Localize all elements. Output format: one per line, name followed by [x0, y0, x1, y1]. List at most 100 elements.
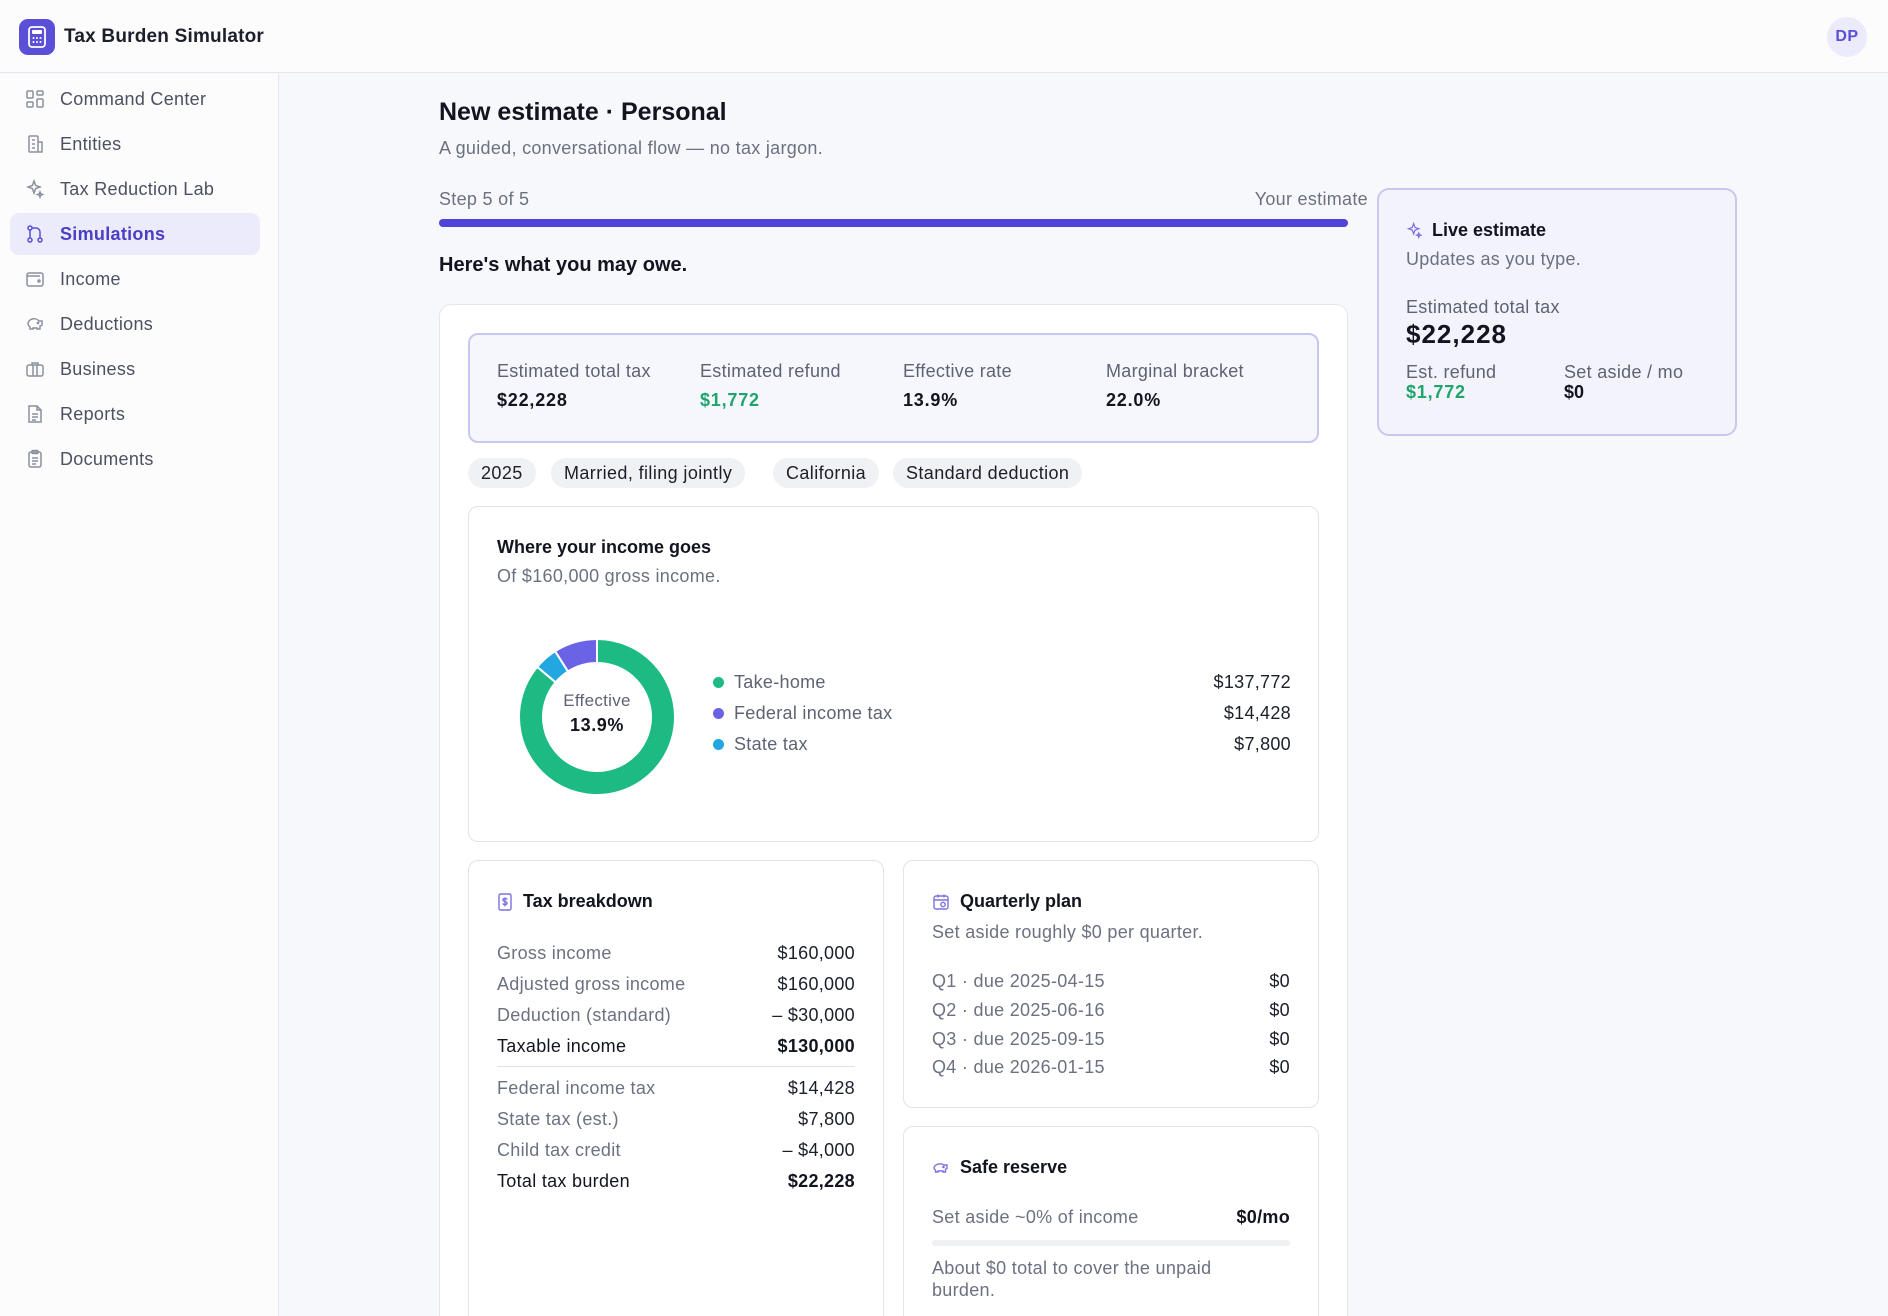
live-title-text: Live estimate [1432, 220, 1547, 240]
reserve-note: About $0 total to cover the unpaid burde… [932, 1258, 1212, 1300]
live-estimate-card: Live estimate Updates as you type. Estim… [1377, 188, 1737, 436]
row-label: Gross income [497, 943, 612, 963]
top-bar: Tax Burden Simulator DP [0, 0, 1888, 73]
sidebar-item-command-center[interactable]: Command Center [10, 78, 260, 120]
breakdown-row-subtotal: Taxable income $130,000 [497, 1036, 855, 1060]
app-title: Tax Burden Simulator [64, 26, 265, 47]
breakdown-row: Gross income $160,000 [497, 943, 855, 967]
legend-value: $137,772 [1213, 671, 1291, 692]
row-label: Federal income tax [497, 1078, 656, 1098]
row-value: – $4,000 [782, 1140, 855, 1160]
piggy-bank-icon [932, 1160, 950, 1176]
chip-filing-status: Married, filing jointly [551, 458, 746, 488]
sidebar-item-business[interactable]: Business [10, 348, 260, 390]
card-title-text: Tax breakdown [523, 891, 653, 911]
row-label: Taxable income [497, 1036, 627, 1056]
reserve-bar [932, 1240, 1290, 1246]
income-distribution-card: Where your income goes Of $160,000 gross… [468, 506, 1319, 842]
legend-value: $14,428 [1223, 702, 1291, 723]
card-title: Tax breakdown [497, 891, 653, 912]
calendar-icon [932, 893, 950, 911]
card-title: Safe reserve [932, 1157, 1067, 1178]
sparkle-icon [24, 178, 46, 200]
row-label: Deduction (standard) [497, 1005, 672, 1025]
sidebar-item-label: Business [60, 358, 136, 379]
row-value: $14,428 [787, 1078, 855, 1098]
legend-name: Take-home [734, 671, 826, 692]
legend-item-state-tax: State tax $7,800 [713, 732, 1291, 756]
metric-effective-rate: Effective rate 13.9% [903, 361, 1012, 411]
row-value: $0 [1269, 1000, 1290, 1020]
chip-state: California [773, 458, 880, 488]
live-refund-label: Est. refund [1406, 362, 1497, 382]
sidebar-item-label: Entities [60, 133, 122, 154]
live-subtitle: Updates as you type. [1406, 249, 1582, 269]
page-title: New estimate · Personal [439, 98, 727, 126]
sidebar-item-label: Reports [60, 403, 126, 424]
breakdown-row: Federal income tax $14,428 [497, 1078, 855, 1102]
sidebar-item-label: Simulations [60, 223, 166, 244]
live-total-label: Estimated total tax [1406, 297, 1560, 317]
live-total-value: $22,228 [1406, 319, 1507, 349]
user-avatar[interactable]: DP [1827, 17, 1867, 57]
row-label: Q1 · due 2025-04-15 [932, 971, 1105, 991]
metric-label: Estimated total tax [497, 361, 651, 381]
metric-value: $1,772 [700, 390, 760, 410]
row-value: $0 [1269, 1057, 1290, 1077]
live-aside-value: $0 [1564, 382, 1585, 402]
sidebar-item-deductions[interactable]: Deductions [10, 303, 260, 345]
legend-item-federal-tax: Federal income tax $14,428 [713, 701, 1291, 725]
legend-name: State tax [734, 733, 808, 754]
breakdown-row: Adjusted gross income $160,000 [497, 974, 855, 998]
row-label: Q2 · due 2025-06-16 [932, 1000, 1105, 1020]
reserve-row: Set aside ~0% of income $0/mo [932, 1207, 1290, 1231]
sidebar-item-entities[interactable]: Entities [10, 123, 260, 165]
page-subtitle: A guided, conversational flow — no tax j… [439, 138, 824, 158]
row-label: Set aside ~0% of income [932, 1207, 1139, 1227]
live-refund-value: $1,772 [1406, 382, 1466, 402]
legend-dot [713, 707, 724, 719]
calculator-icon[interactable] [19, 19, 55, 55]
sidebar: Command Center Entities Tax Reduction La… [0, 74, 279, 1316]
card-title-text: Quarterly plan [960, 891, 1083, 911]
row-label: Total tax burden [497, 1171, 630, 1191]
progress-fill [439, 219, 1348, 227]
card-subtitle: Set aside roughly $0 per quarter. [932, 922, 1204, 942]
legend-dot [713, 676, 724, 688]
sidebar-item-income[interactable]: Income [10, 258, 260, 300]
donut-center-value: 13.9% [569, 715, 625, 735]
sidebar-item-reports[interactable]: Reports [10, 393, 260, 435]
sidebar-item-label: Command Center [60, 88, 207, 109]
row-label: Q3 · due 2025-09-15 [932, 1029, 1105, 1049]
metric-label: Effective rate [903, 361, 1012, 381]
row-value: $0 [1269, 1029, 1290, 1049]
sidebar-item-documents[interactable]: Documents [10, 438, 260, 480]
breakdown-row: Deduction (standard) – $30,000 [497, 1005, 855, 1029]
legend-item-take-home: Take-home $137,772 [713, 670, 1291, 694]
tax-breakdown-card: Tax breakdown Gross income $160,000 Adjus… [468, 860, 884, 1316]
sidebar-item-tax-reduction-lab[interactable]: Tax Reduction Lab [10, 168, 260, 210]
row-value: $0 [1269, 971, 1290, 991]
metric-value: $22,228 [497, 390, 568, 410]
card-subtitle: Of $160,000 gross income. [497, 566, 721, 586]
breakdown-row-total: Total tax burden $22,228 [497, 1171, 855, 1195]
receipt-icon [497, 892, 513, 911]
donut-center-label: Effective [563, 691, 631, 710]
legend-name: Federal income tax [734, 702, 893, 723]
legend-value: $7,800 [1234, 733, 1291, 754]
sparkle-icon [1406, 222, 1423, 239]
sidebar-item-simulations[interactable]: Simulations [10, 213, 260, 255]
safe-reserve-card: Safe reserve Set aside ~0% of income $0/… [903, 1126, 1319, 1316]
row-label: State tax (est.) [497, 1109, 619, 1129]
row-value: $22,228 [787, 1171, 855, 1191]
metric-value: 22.0% [1106, 390, 1162, 410]
chip-deduction-type: Standard deduction [893, 458, 1083, 488]
row-value: – $30,000 [772, 1005, 855, 1025]
card-title: Quarterly plan [932, 891, 1082, 912]
metric-value: 13.9% [903, 390, 959, 410]
breakdown-row: Child tax credit – $4,000 [497, 1140, 855, 1164]
step-indicator: Step 5 of 5 [439, 189, 530, 209]
grid-icon [24, 88, 46, 110]
branch-icon [24, 223, 46, 245]
progress-bar [439, 219, 1348, 227]
